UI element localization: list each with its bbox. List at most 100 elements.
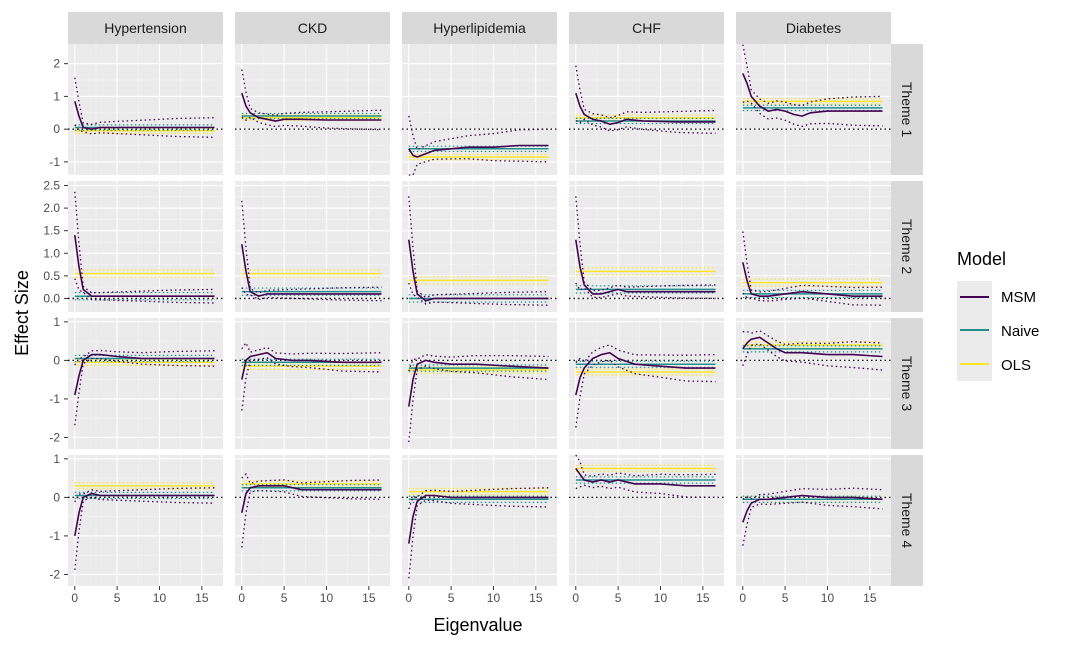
panel-background	[235, 44, 390, 175]
panel	[569, 318, 724, 449]
msm-ci-upper	[575, 65, 716, 119]
panel-background	[68, 44, 223, 175]
panel	[68, 44, 223, 175]
panel-background	[736, 455, 891, 586]
row-strip	[891, 318, 923, 449]
x-tick-label: 0	[71, 591, 78, 605]
column-strip	[569, 12, 724, 44]
column-strip	[68, 12, 223, 44]
y-tick-label: 1.5	[43, 224, 60, 238]
msm-ci-lower	[408, 158, 549, 176]
y-tick-label: -2	[49, 430, 60, 444]
panel-background	[569, 44, 724, 175]
panel	[569, 44, 724, 175]
y-tick-label: 2	[53, 57, 60, 71]
msm-ci-lower	[241, 287, 382, 302]
row-strip-label: Theme 2	[899, 219, 915, 274]
y-axis-title: Effect Size	[12, 270, 32, 356]
msm-line	[575, 351, 716, 396]
msm-ci-upper	[408, 487, 549, 510]
panel-background	[736, 181, 891, 312]
column-strip	[736, 12, 891, 44]
x-tick-label: 10	[320, 591, 334, 605]
column-strip-label: Diabetes	[786, 20, 841, 36]
x-tick-label: 0	[405, 591, 412, 605]
msm-line	[742, 73, 883, 117]
msm-ci-lower	[575, 484, 716, 499]
panel	[68, 181, 223, 312]
x-tick-label: 5	[281, 591, 288, 605]
panel	[68, 318, 223, 449]
x-tick-label: 5	[114, 591, 121, 605]
msm-line	[408, 494, 549, 544]
plot-layer: Hypertension CKD Hyperlipidemia CHF Diabetes…	[43, 12, 923, 605]
msm-line	[74, 492, 215, 537]
y-tick-label: 1	[53, 315, 60, 329]
msm-line	[408, 359, 549, 407]
msm-ci-upper	[408, 115, 549, 151]
x-tick-label: 10	[654, 591, 668, 605]
x-tick-label: 0	[739, 591, 746, 605]
panel	[402, 181, 557, 312]
msm-ci-upper	[742, 487, 883, 500]
msm-line	[575, 239, 716, 295]
panel	[402, 318, 557, 449]
msm-ci-lower	[241, 489, 382, 548]
panel-background	[235, 181, 390, 312]
msm-ci-upper	[241, 69, 382, 116]
y-tick-label: 1	[53, 89, 60, 103]
y-tick-label: 0.0	[43, 291, 60, 305]
msm-ci-lower	[74, 278, 215, 304]
row-strip	[891, 181, 923, 312]
panel	[235, 44, 390, 175]
legend-label-naive: Naive	[1001, 323, 1039, 340]
msm-line	[408, 239, 549, 302]
msm-ci-lower	[742, 343, 883, 371]
msm-line	[241, 92, 382, 122]
panel-background	[235, 455, 390, 586]
row-strip-label: Theme 4	[899, 493, 915, 548]
x-tick-label: 0	[238, 591, 245, 605]
column-strip-label: Hypertension	[104, 20, 187, 36]
msm-line	[742, 262, 883, 297]
msm-ci-lower	[575, 359, 716, 428]
msm-line	[408, 144, 549, 158]
panel	[569, 454, 724, 586]
msm-ci-lower	[241, 357, 382, 411]
y-tick-label: 0	[53, 122, 60, 136]
msm-ci-upper	[241, 200, 382, 294]
panel	[736, 455, 891, 586]
x-tick-label: 5	[782, 591, 789, 605]
panel-background	[402, 181, 557, 312]
msm-line	[241, 244, 382, 298]
x-tick-label: 10	[487, 591, 501, 605]
panel	[68, 455, 223, 586]
y-tick-label: 0	[53, 490, 60, 504]
x-tick-label: 15	[362, 591, 376, 605]
msm-ci-lower	[408, 365, 549, 443]
x-tick-label: 5	[615, 591, 622, 605]
msm-ci-upper	[575, 344, 716, 364]
msm-line	[241, 351, 382, 380]
y-tick-label: 1.0	[43, 246, 60, 260]
panel-background	[402, 455, 557, 586]
y-tick-label: 2.5	[43, 179, 60, 193]
panel	[736, 181, 891, 312]
x-axis-title: Eigenvalue	[433, 615, 522, 635]
panel-background	[569, 455, 724, 586]
row-strip-label: Theme 1	[899, 82, 915, 137]
msm-ci-upper	[408, 354, 549, 372]
x-tick-label: 10	[821, 591, 835, 605]
msm-line	[575, 92, 716, 126]
x-tick-label: 15	[696, 591, 710, 605]
panel	[569, 181, 724, 312]
column-strip	[402, 12, 557, 44]
x-tick-label: 15	[195, 591, 209, 605]
legend-label-msm: MSM	[1001, 289, 1036, 306]
msm-line	[74, 353, 215, 396]
row-strip-label: Theme 3	[899, 356, 915, 411]
column-strip-label: CKD	[298, 20, 328, 36]
panel	[402, 44, 557, 176]
panel	[235, 181, 390, 312]
